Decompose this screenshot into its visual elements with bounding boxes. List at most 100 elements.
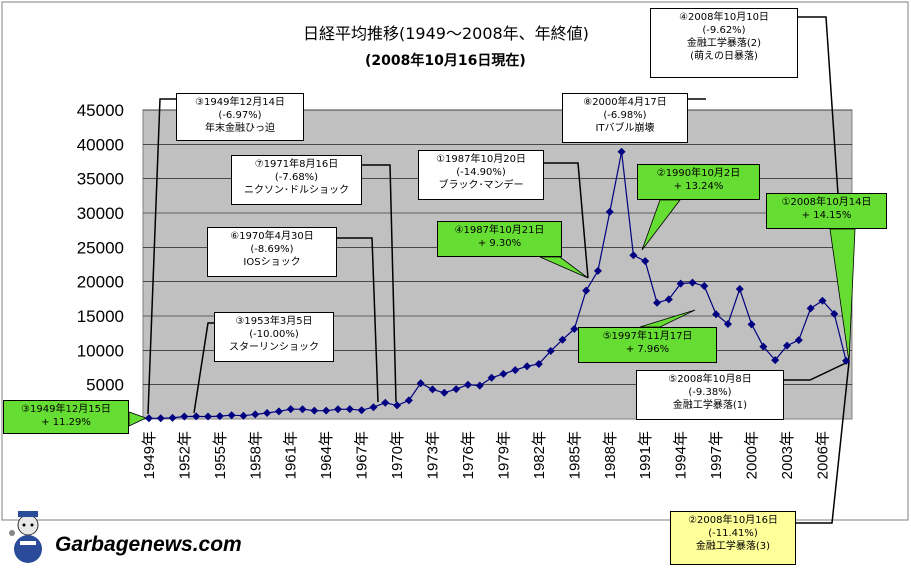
data-point <box>759 342 768 351</box>
annotation-leader-a13 <box>784 361 849 381</box>
x-tick-label: 1994年 <box>673 431 690 479</box>
data-point <box>558 335 567 344</box>
annotation-line: + 9.30% <box>477 238 522 249</box>
annotation-line: ブラック･マンデー <box>438 180 524 191</box>
x-tick-label: 1949年 <box>141 431 158 479</box>
data-point <box>593 266 602 275</box>
data-point <box>180 412 189 421</box>
annotation-line: ③1949年12月15日 <box>21 404 111 415</box>
annotation-box-a7: ④1987年10月21日 + 9.30% <box>437 221 562 257</box>
x-tick-label: 1973年 <box>425 431 442 479</box>
annotation-line: (萌えの日暴落) <box>690 51 758 62</box>
data-point <box>333 405 342 414</box>
annotation-leader-a6 <box>544 162 589 279</box>
annotation-line: + 13.24% <box>673 181 724 192</box>
annotation-line: + 7.96% <box>625 344 670 355</box>
annotation-line: 金融工学暴落(1) <box>672 400 748 411</box>
chart-subtitle: (2008年10月16日現在) <box>365 53 526 69</box>
data-point <box>830 309 839 318</box>
data-point <box>381 398 390 407</box>
annotation-box-a13: ⑤2008年10月8日 (-9.38%) 金融工学暴落(1) <box>636 370 784 420</box>
annotation-pointer-a9 <box>641 199 681 251</box>
data-point <box>274 407 283 416</box>
annotation-box-a3: ③1953年3月5日 (-10.00%) スターリンショック <box>214 312 334 362</box>
data-point <box>818 296 827 305</box>
data-point <box>700 282 709 291</box>
data-point <box>783 341 792 350</box>
mascot-icon <box>9 511 42 563</box>
annotation-line: ④2008年10月10日 <box>679 12 769 23</box>
data-point <box>688 278 697 287</box>
data-point <box>168 413 177 422</box>
annotation-line: ⑦1971年8月16日 <box>254 159 339 170</box>
annotation-line: ③1953年3月5日 <box>235 316 313 327</box>
annotation-leaders <box>128 16 856 524</box>
data-point <box>570 324 579 333</box>
x-tick-label: 1964年 <box>318 431 335 479</box>
y-tick-label: 25000 <box>77 238 124 257</box>
annotation-line: (-6.97%) <box>218 110 262 121</box>
annotation-line: (-11.41%) <box>708 528 758 539</box>
annotation-line: (-14.90%) <box>456 167 506 178</box>
annotation-leader-a14 <box>796 361 850 524</box>
annotation-pointer-a2 <box>128 411 148 427</box>
annotation-line: ①1987年10月20日 <box>436 154 526 165</box>
y-tick-label: 10000 <box>77 341 124 360</box>
annotation-box-a6: ①1987年10月20日 (-14.90%) ブラック･マンデー <box>418 150 544 200</box>
x-tick-label: 2000年 <box>744 431 761 479</box>
annotation-line: (-8.69%) <box>250 244 294 255</box>
data-point <box>534 359 543 368</box>
annotation-line: ニクソン･ドルショック <box>244 185 349 196</box>
annotation-box-a4: ⑦1971年8月16日 (-7.68%) ニクソン･ドルショック <box>231 155 362 205</box>
data-point <box>286 405 295 414</box>
x-tick-label: 2006年 <box>814 431 831 479</box>
data-point <box>735 284 744 293</box>
data-point <box>463 380 472 389</box>
annotation-box-a11: ④2008年10月10日 (-9.62%) 金融工学暴落(2) (萌えの日暴落) <box>650 8 798 78</box>
annotation-pointer-a7 <box>539 256 589 279</box>
annotation-box-a5: ⑥1970年4月30日 (-8.69%) IOSショック <box>207 227 337 277</box>
annotation-line: スターリンショック <box>229 342 319 353</box>
y-tick-label: 20000 <box>77 273 124 292</box>
data-point <box>523 362 532 371</box>
data-point <box>582 286 591 295</box>
data-point <box>629 251 638 260</box>
data-point <box>747 320 756 329</box>
annotation-line: ④1987年10月21日 <box>454 225 545 236</box>
data-point <box>203 412 212 421</box>
annotation-line: (-7.68%) <box>274 172 319 183</box>
data-point <box>475 381 484 390</box>
x-axis-ticks: 1949年 1952年 1955年 1958年 1961年 1964年 1967年 1970年… <box>141 431 832 479</box>
annotation-leader-a5 <box>337 237 379 403</box>
data-point <box>345 405 354 414</box>
annotation-line: ②1990年10月2日 <box>656 168 741 179</box>
annotation-line: ⑧2000年4月17日 <box>583 97 667 108</box>
annotation-line: ③1949年12月14日 <box>195 97 285 108</box>
y-tick-label: 35000 <box>77 170 124 189</box>
data-point <box>605 207 614 216</box>
annotation-pointer-a12 <box>829 228 856 363</box>
data-point <box>617 147 626 156</box>
annotation-line: ①2008年10月14日 <box>781 197 872 208</box>
data-point <box>771 356 780 365</box>
y-tick-label: 15000 <box>77 307 124 326</box>
brand-name: Garbagenews.com <box>55 533 242 556</box>
data-point <box>310 406 319 415</box>
annotation-line: (-9.62%) <box>702 25 746 36</box>
annotation-box-a9: ②1990年10月2日 + 13.24% <box>637 164 760 200</box>
x-tick-label: 1979年 <box>495 431 512 479</box>
data-point <box>393 401 402 410</box>
data-point <box>712 310 721 319</box>
annotation-leader-a1 <box>147 98 176 415</box>
x-tick-label: 1961年 <box>283 431 300 479</box>
annotation-line: IOSショック <box>243 257 301 268</box>
x-tick-label: 2003年 <box>779 431 796 479</box>
annotation-line: 金融工学暴落(3) <box>695 541 771 552</box>
data-point <box>440 388 449 397</box>
x-tick-label: 1982年 <box>531 431 548 479</box>
annotation-line: (-9.38%) <box>688 387 732 398</box>
annotation-line: 金融工学暴落(2) <box>686 38 762 49</box>
x-tick-label: 1958年 <box>247 431 264 479</box>
data-point <box>251 410 260 419</box>
